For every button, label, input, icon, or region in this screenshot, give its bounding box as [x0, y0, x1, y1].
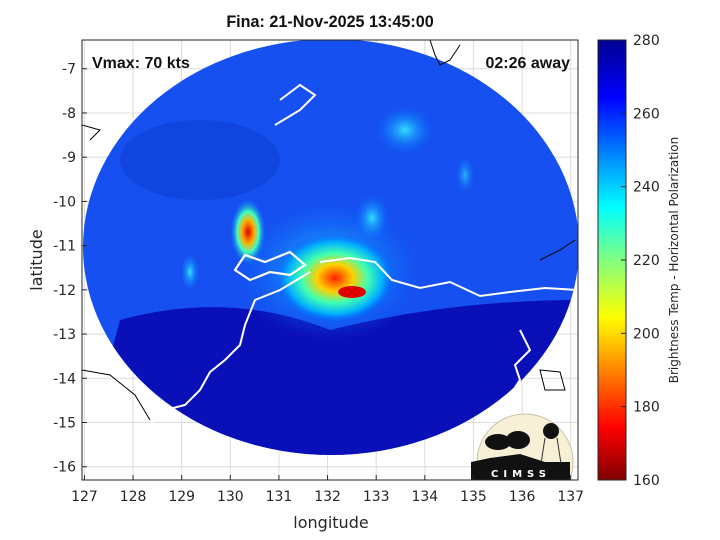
y-tick-label: -16 [53, 460, 76, 476]
y-tick-label: -10 [53, 194, 76, 210]
y-tick-label: -8 [62, 106, 76, 122]
y-axis-label: latitude [27, 229, 46, 290]
y-tick-label: -15 [53, 416, 76, 432]
x-tick-label: 132 [314, 489, 341, 505]
x-tick-label: 130 [217, 489, 244, 505]
colorbar-tick-label: 180 [633, 400, 660, 416]
plot-title: Fina: 21-Nov-2025 13:45:00 [226, 12, 434, 31]
coastlines [82, 40, 578, 426]
x-tick-label: 134 [411, 489, 438, 505]
vmax-label: Vmax: 70 kts [92, 55, 190, 72]
x-tick-label: 136 [509, 489, 536, 505]
colorbar-tick-label: 260 [633, 106, 660, 122]
x-tick-label: 127 [71, 489, 98, 505]
colorbar-tick-label: 200 [633, 326, 660, 342]
y-tick-label: -12 [53, 283, 76, 299]
y-tick-label: -11 [53, 239, 76, 255]
x-tick-label: 137 [557, 489, 584, 505]
y-tick-label: -13 [53, 327, 76, 343]
y-tick-label: -7 [62, 62, 76, 78]
colorbar-tick-label: 240 [633, 180, 660, 196]
colorbar-tick-label: 220 [633, 253, 660, 269]
x-tick-label: 133 [363, 489, 390, 505]
colorbar-label: Brightness Temp - Horizontal Polarizatio… [667, 137, 681, 384]
y-tick-label: -14 [53, 371, 76, 387]
axes-box [81, 39, 579, 481]
x-axis-label: longitude [293, 513, 368, 532]
cimss-logo-text: CIMSS [491, 469, 551, 480]
x-tick-label: 131 [266, 489, 293, 505]
x-tick-label: 129 [168, 489, 195, 505]
cimss-logo: CIMSS [471, 413, 574, 480]
x-tick-label: 135 [460, 489, 487, 505]
colorbar-tick-label: 160 [633, 473, 660, 489]
y-tick-label: -9 [62, 150, 76, 166]
x-tick-label: 128 [120, 489, 147, 505]
colorbar-tick-label: 280 [633, 33, 660, 49]
time-away-label: 02:26 away [485, 55, 570, 72]
